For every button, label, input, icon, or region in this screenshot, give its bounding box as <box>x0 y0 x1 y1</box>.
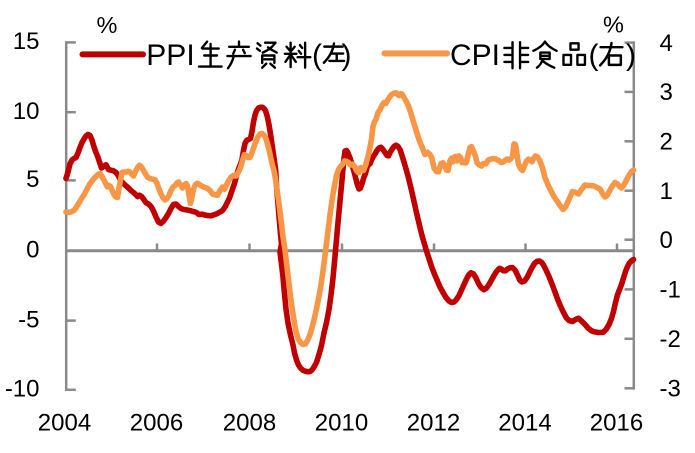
svg-text:3: 3 <box>660 79 673 106</box>
svg-text:15: 15 <box>13 28 40 55</box>
svg-text:5: 5 <box>26 166 39 193</box>
svg-text:2014: 2014 <box>498 410 551 437</box>
svg-text:-1: -1 <box>660 277 681 304</box>
svg-text:): ) <box>626 39 636 72</box>
svg-text:-2: -2 <box>660 326 681 353</box>
svg-text:%: % <box>603 12 624 38</box>
svg-text:4: 4 <box>660 30 673 57</box>
svg-text:2016: 2016 <box>590 410 643 437</box>
svg-text:-5: -5 <box>18 306 39 333</box>
svg-text:(: ( <box>589 39 599 72</box>
svg-text:PPI: PPI <box>146 39 194 72</box>
svg-text:-10: -10 <box>5 376 40 403</box>
svg-text:-3: -3 <box>660 376 681 403</box>
svg-text:0: 0 <box>26 237 39 264</box>
svg-text:): ) <box>342 39 352 72</box>
svg-text:2012: 2012 <box>407 410 460 437</box>
svg-text:2010: 2010 <box>315 410 368 437</box>
svg-text:2006: 2006 <box>130 410 183 437</box>
svg-text:2004: 2004 <box>38 410 91 437</box>
svg-text:2: 2 <box>660 129 673 156</box>
svg-text:1: 1 <box>660 178 673 205</box>
svg-text:2008: 2008 <box>223 410 276 437</box>
svg-text:(: ( <box>312 39 322 72</box>
svg-text:%: % <box>97 12 118 38</box>
svg-text:0: 0 <box>660 227 673 254</box>
svg-text:10: 10 <box>13 98 40 125</box>
svg-text:CPI: CPI <box>450 39 500 72</box>
